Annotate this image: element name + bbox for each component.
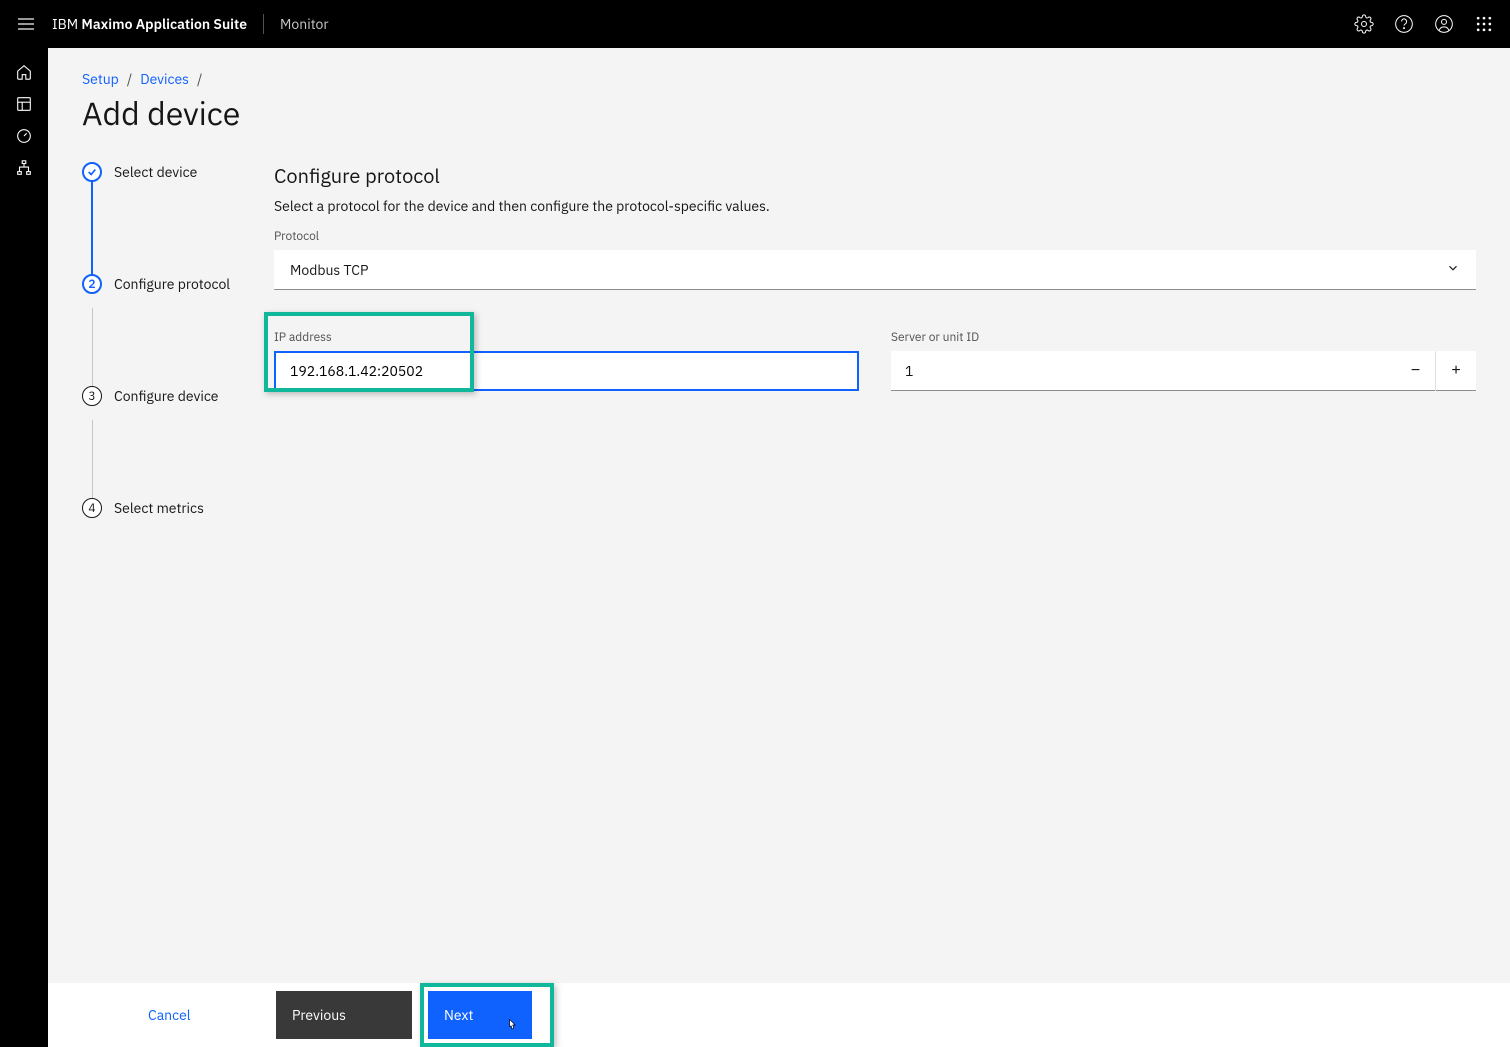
home-icon[interactable] <box>14 62 34 82</box>
step-configure-device[interactable]: 3 Configure device <box>82 386 274 406</box>
hierarchy-icon[interactable] <box>14 158 34 178</box>
next-button[interactable]: Next <box>428 991 532 1039</box>
header-separator <box>263 14 264 34</box>
ip-address-field: IP address <box>274 330 859 391</box>
brand-label: IBM Maximo Application Suite <box>52 15 247 33</box>
help-icon[interactable] <box>1394 14 1414 34</box>
breadcrumb-setup[interactable]: Setup <box>82 70 119 88</box>
step-label: Select metrics <box>114 499 204 517</box>
step-label: Configure device <box>114 387 219 405</box>
wizard-stepper: Select device 2 Configure protocol 3 Con… <box>82 162 274 518</box>
app-name: Monitor <box>280 15 329 33</box>
breadcrumb-devices[interactable]: Devices <box>140 70 189 88</box>
breadcrumb-slash: / <box>197 70 202 88</box>
unit-label: Server or unit ID <box>891 330 1476 345</box>
step-number: 2 <box>82 274 102 294</box>
section-subtitle: Select a protocol for the device and the… <box>274 197 1476 215</box>
wizard-footer: Cancel Previous Next <box>48 983 1510 1047</box>
breadcrumb: Setup / Devices / <box>82 70 1476 88</box>
unit-value: 1 <box>905 362 1396 380</box>
page-title: Add device <box>82 92 1476 134</box>
form-area: Configure protocol Select a protocol for… <box>274 162 1476 391</box>
step-number: 3 <box>82 386 102 406</box>
breadcrumb-slash: / <box>127 70 132 88</box>
brand-prefix: IBM <box>52 15 81 33</box>
settings-icon[interactable] <box>1354 14 1374 34</box>
decrement-button[interactable]: − <box>1396 351 1436 391</box>
step-number: 4 <box>82 498 102 518</box>
step-select-device[interactable]: Select device <box>82 162 274 182</box>
data-icon[interactable] <box>14 94 34 114</box>
cancel-button[interactable]: Cancel <box>132 991 268 1039</box>
next-label: Next <box>444 1006 473 1024</box>
user-icon[interactable] <box>1434 14 1454 34</box>
ip-input[interactable] <box>274 351 859 391</box>
unit-id-input[interactable]: 1 − + <box>891 351 1476 391</box>
protocol-select[interactable]: Modbus TCP <box>274 250 1476 290</box>
main: Setup / Devices / Add device Select devi… <box>48 48 1510 1047</box>
header-actions <box>1354 14 1494 34</box>
chevron-down-icon <box>1446 261 1460 279</box>
brand-bold: Maximo Application Suite <box>81 15 247 33</box>
increment-button[interactable]: + <box>1436 351 1476 391</box>
apps-icon[interactable] <box>1474 14 1494 34</box>
global-header: IBM Maximo Application Suite Monitor <box>0 0 1510 48</box>
step-select-metrics[interactable]: 4 Select metrics <box>82 498 274 518</box>
section-title: Configure protocol <box>274 162 1476 189</box>
step-label: Select device <box>114 163 197 181</box>
protocol-label: Protocol <box>274 229 1476 244</box>
unit-id-field: Server or unit ID 1 − + <box>891 330 1476 391</box>
protocol-value: Modbus TCP <box>290 261 368 279</box>
gauge-icon[interactable] <box>14 126 34 146</box>
cursor-icon <box>504 1017 520 1033</box>
step-label: Configure protocol <box>114 275 230 293</box>
menu-icon[interactable] <box>16 14 36 34</box>
left-rail <box>0 48 48 1047</box>
step-done-icon <box>82 162 102 182</box>
step-configure-protocol[interactable]: 2 Configure protocol <box>82 274 274 294</box>
ip-label: IP address <box>274 330 859 345</box>
previous-button[interactable]: Previous <box>276 991 412 1039</box>
